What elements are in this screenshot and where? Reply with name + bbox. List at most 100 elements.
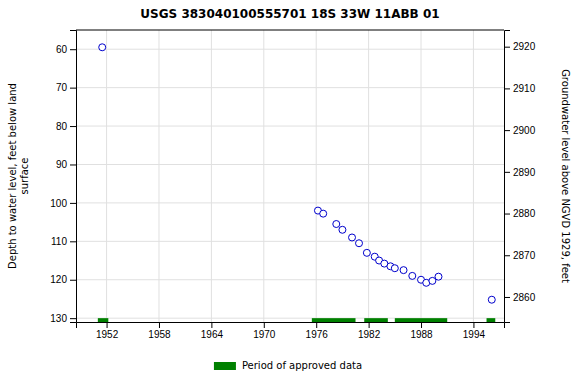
tick-mark (70, 241, 76, 242)
tick: 2890 (504, 167, 536, 178)
tick-mark (316, 322, 317, 328)
tick-label: 1970 (253, 329, 276, 340)
tick-mark (369, 322, 370, 328)
tick-label: 2890 (513, 167, 536, 178)
tick-mark (504, 255, 510, 256)
grid-line (211, 30, 212, 322)
legend-swatch (214, 362, 236, 370)
axis-line (505, 31, 511, 323)
tick-mark (70, 126, 76, 127)
tick-mark (421, 322, 422, 328)
tick: 1982 (358, 322, 381, 340)
tick-label: 70 (56, 82, 68, 93)
point (320, 210, 327, 217)
tick: 1994 (463, 322, 486, 340)
tick-mark (70, 164, 76, 165)
tick-mark (211, 322, 212, 328)
grid-line (76, 126, 504, 127)
tick-mark (504, 47, 510, 48)
tick-label: 90 (56, 159, 68, 170)
tick: 1952 (96, 322, 119, 340)
tick-mark (504, 88, 510, 89)
tick-label: 1994 (463, 329, 486, 340)
tick: 2880 (504, 208, 536, 219)
tick-label: 110 (51, 236, 67, 247)
grid-line (76, 87, 504, 88)
point (435, 273, 442, 280)
tick: 80 (56, 121, 76, 132)
approved-period (364, 318, 388, 322)
tick-mark (473, 322, 474, 328)
point (333, 221, 340, 228)
tick: 1970 (253, 322, 276, 340)
tick: 2860 (504, 292, 536, 303)
tick: 120 (50, 274, 76, 285)
axis-line (77, 323, 505, 329)
point (409, 272, 416, 279)
tick-mark (504, 172, 510, 173)
point (99, 44, 106, 51)
tick: 100 (50, 198, 76, 209)
tick-mark (504, 297, 510, 298)
point (339, 226, 346, 233)
tick-label: 130 (50, 313, 67, 324)
grid-line (473, 30, 474, 322)
point (356, 240, 363, 247)
grid-line (316, 30, 317, 322)
tick-label: 120 (50, 274, 67, 285)
point (391, 265, 398, 272)
approved-period (487, 318, 496, 322)
approved-period (98, 318, 108, 322)
tick-mark (504, 130, 510, 131)
grid-line (158, 30, 159, 322)
tick-mark (159, 322, 160, 328)
tick-mark (504, 214, 510, 215)
approved-period (312, 318, 356, 322)
chart: 1952 1958 1964 1970 1976 1982 1988 1994 60 70 80 90… (0, 0, 576, 384)
grid-line (106, 30, 107, 322)
legend: Period of approved data (214, 360, 362, 371)
point (363, 249, 370, 256)
tick-mark (70, 203, 76, 204)
title: USGS 383040100555701 18S 33W 11ABB 01 (140, 7, 439, 21)
tick-label: 2870 (513, 250, 536, 261)
y-axis: 60 70 80 90 100 110 120 130 (50, 31, 76, 324)
plot: 1952 1958 1964 1970 1976 1982 1988 1994 60 70 80 90… (50, 30, 535, 340)
grid-line (76, 202, 504, 203)
axis-line (70, 31, 77, 323)
tick-label: 1976 (306, 329, 329, 340)
x-axis: 1952 1958 1964 1970 1976 1982 1988 1994 (77, 322, 505, 340)
legend-label: Period of approved data (242, 360, 362, 371)
tick: 1976 (306, 322, 329, 340)
grid-line (76, 241, 504, 242)
tick-label: 1964 (201, 329, 224, 340)
tick: 90 (56, 159, 76, 170)
point (429, 277, 436, 284)
frame (76, 30, 504, 31)
tick: 60 (56, 44, 76, 55)
tick-label: 1988 (410, 329, 433, 340)
tick-label: 1952 (96, 329, 119, 340)
tick-mark (70, 318, 76, 319)
tick: 2900 (504, 125, 536, 136)
tick-label: 100 (50, 198, 67, 209)
point (400, 267, 407, 274)
tick-label: 1958 (148, 329, 171, 340)
tick-label: 60 (56, 44, 68, 55)
point (488, 296, 495, 303)
grid-line (76, 164, 504, 165)
tick: 70 (56, 82, 76, 93)
tick-mark (107, 322, 108, 328)
tick-label: 1982 (358, 329, 381, 340)
tick-mark (70, 280, 76, 281)
tick: 2920 (504, 41, 536, 52)
approved-period (395, 318, 447, 322)
grid (76, 30, 504, 322)
tick: 1964 (201, 322, 224, 340)
grid-line (263, 30, 264, 322)
tick: 1988 (410, 322, 433, 340)
point (349, 234, 356, 241)
tick-label: 2920 (513, 41, 536, 52)
tick: 2870 (504, 250, 536, 261)
tick-label: 2900 (513, 125, 536, 136)
